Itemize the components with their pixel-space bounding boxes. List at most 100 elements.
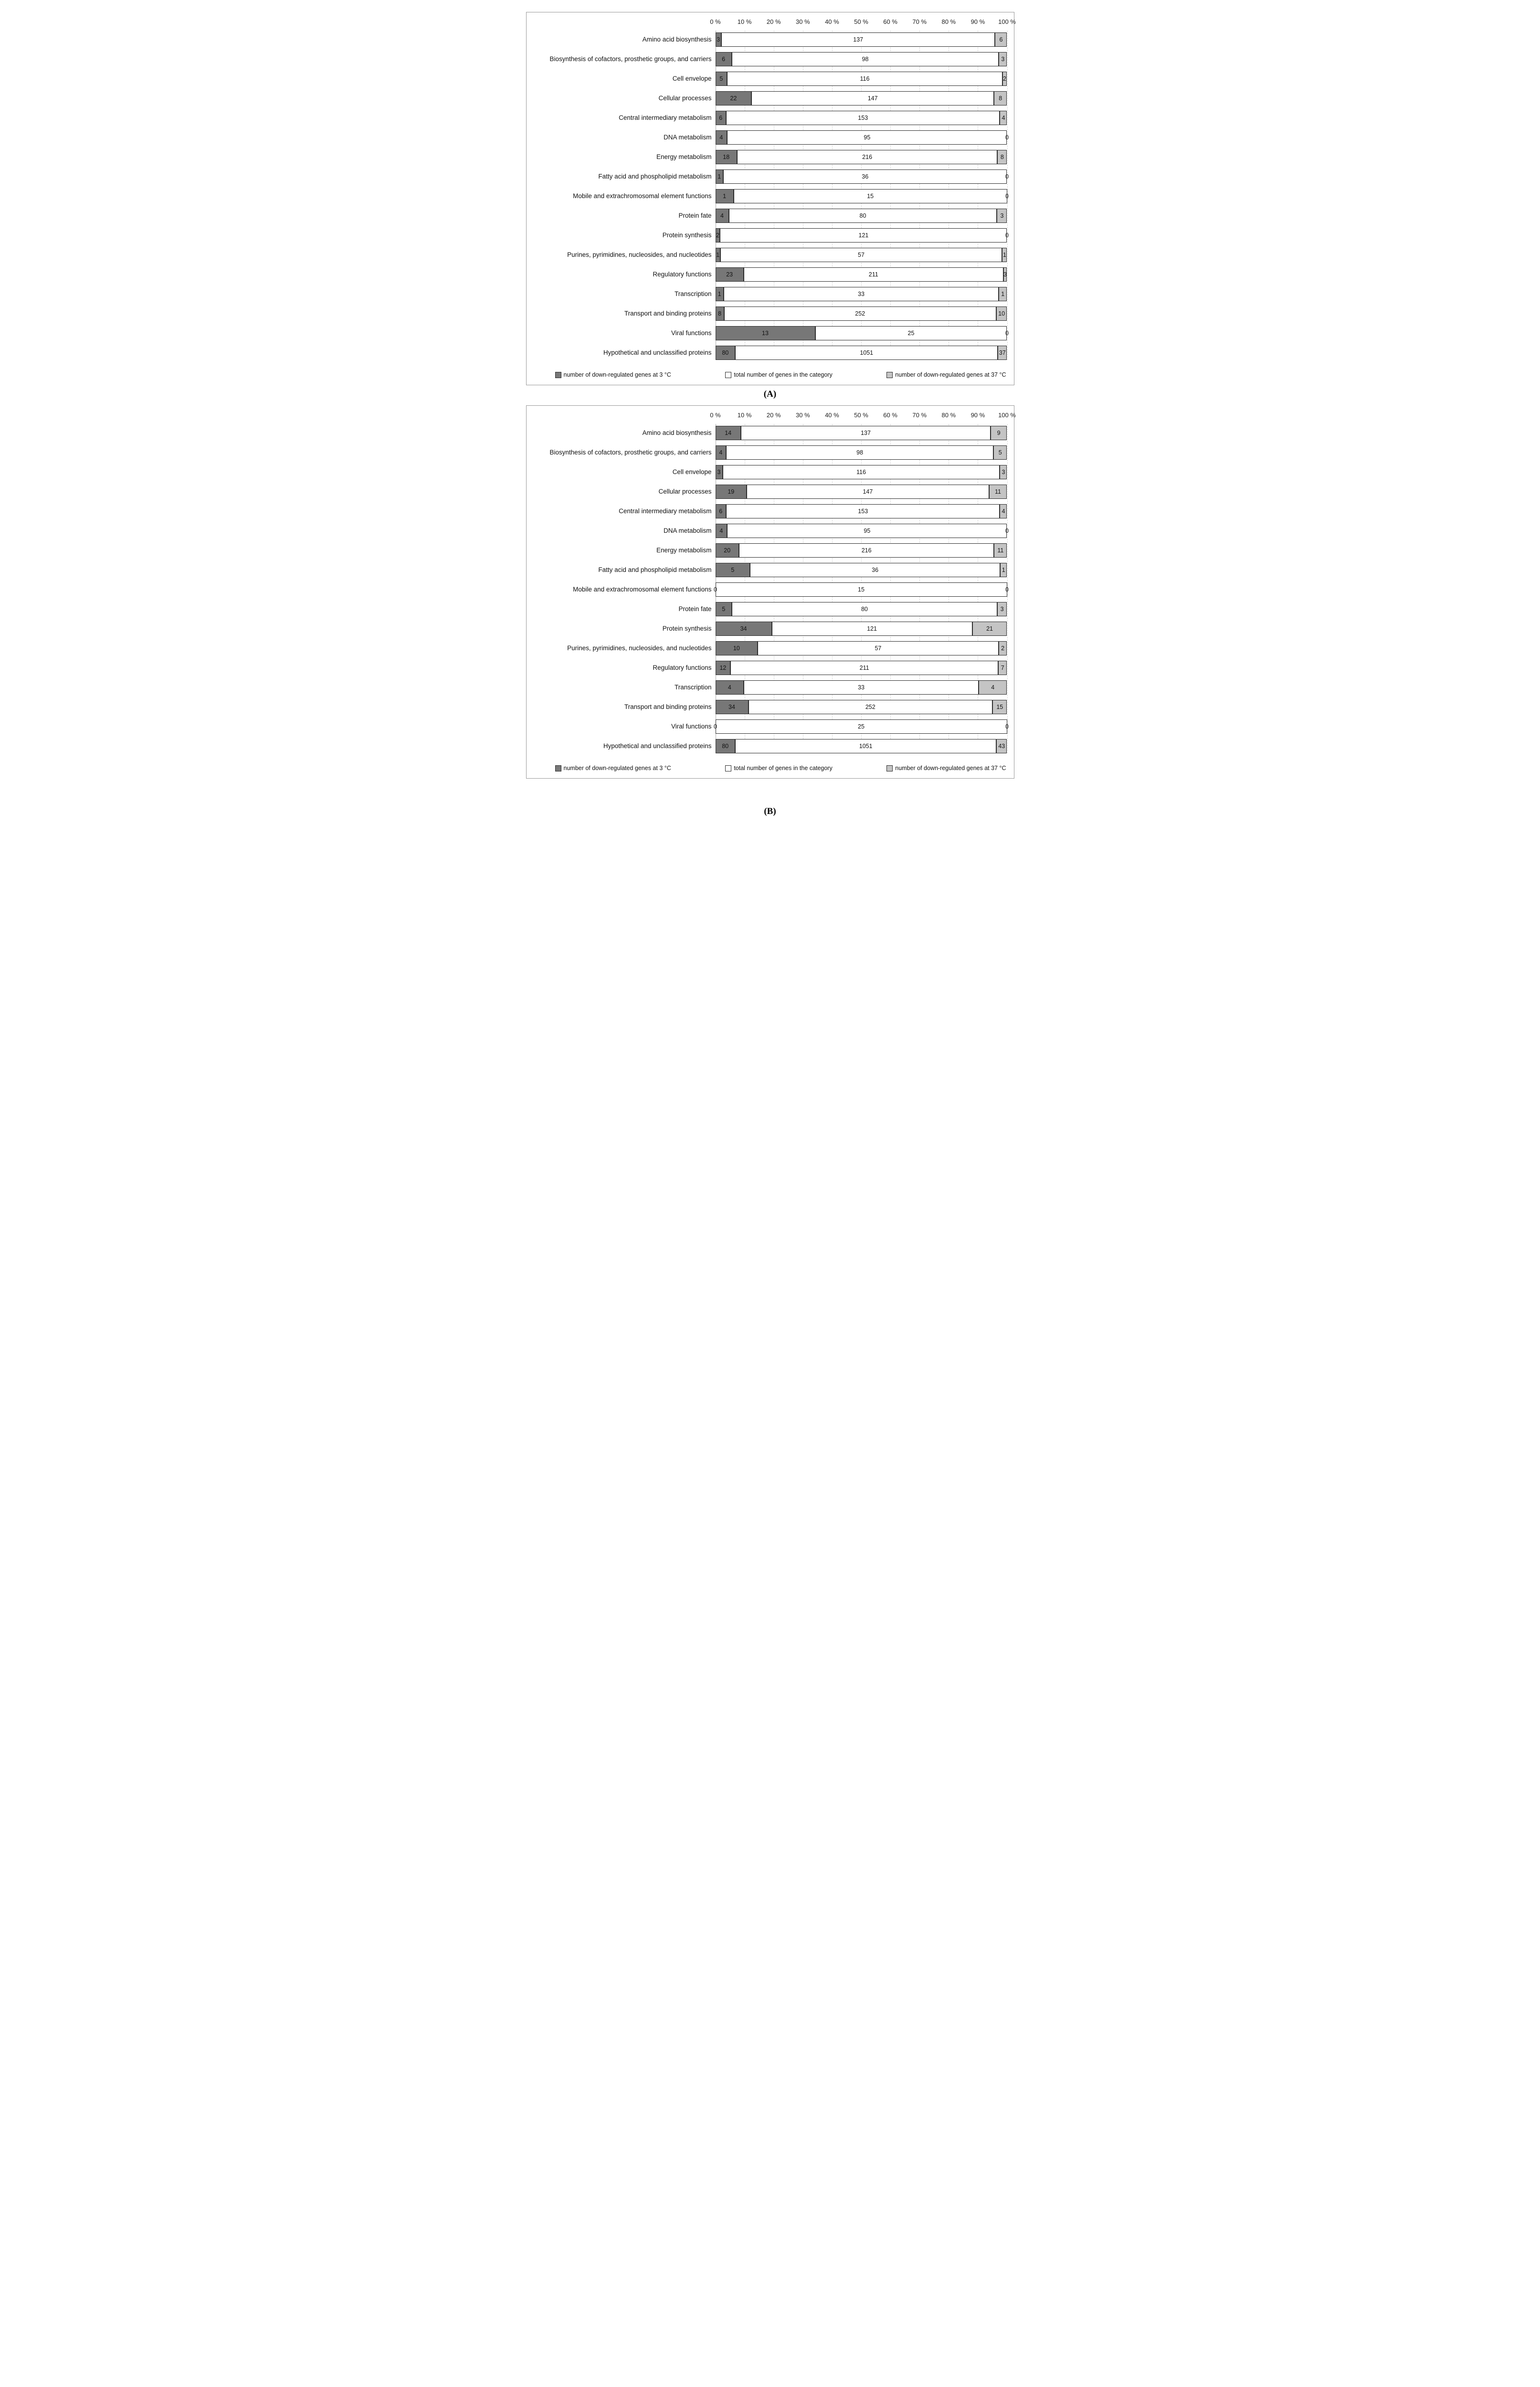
segment-down-3c: 1 xyxy=(715,189,734,203)
legend-label: number of down-regulated genes at 37 °C xyxy=(895,371,1006,378)
bar-track: 20 216 11 xyxy=(715,543,1007,558)
value-label: 19 xyxy=(728,488,735,495)
legend-label: total number of genes in the category xyxy=(734,765,833,771)
value-label: 3 xyxy=(1003,271,1007,278)
value-label: 252 xyxy=(865,704,875,710)
bar-track: 4 95 0 xyxy=(715,524,1009,538)
value-label: 2 xyxy=(1003,75,1006,82)
axis-tick-label: 70 % xyxy=(912,18,927,25)
axis-track: 0 % 10 % 20 % 30 % 40 % 50 % 60 % 70 % 80 % 90 % 1… xyxy=(710,17,1016,29)
segment-total: 95 xyxy=(727,130,1007,145)
category-label: Amino acid biosynthesis xyxy=(642,429,712,436)
value-label: 0 xyxy=(1005,173,1009,180)
segment-total: 252 xyxy=(748,700,993,714)
bar-track: 80 1051 37 xyxy=(715,346,1007,360)
bar-track: 1 36 0 xyxy=(715,169,1009,184)
axis-tick-label: 90 % xyxy=(970,412,985,419)
segment-down-37c: 3 xyxy=(1000,465,1007,479)
value-label: 0 xyxy=(1005,528,1009,534)
axis-tick-label: 10 % xyxy=(737,18,752,25)
segment-down-37c: 11 xyxy=(994,543,1007,558)
value-label: 4 xyxy=(719,449,723,456)
segment-down-37c: 5 xyxy=(993,445,1007,460)
bar-track: 6 153 4 xyxy=(715,111,1007,125)
bar-row: Fatty acid and phospholipid metabolism 1 3… xyxy=(530,169,1009,184)
value-label: 5 xyxy=(722,606,726,613)
value-label: 10 xyxy=(998,310,1005,317)
axis-tick-label: 70 % xyxy=(912,412,927,419)
segment-down-3c: 5 xyxy=(715,563,750,577)
segment-total: 33 xyxy=(723,287,999,301)
value-label: 147 xyxy=(867,95,878,102)
bar-track: 0 25 0 xyxy=(714,719,1009,734)
segment-total: 252 xyxy=(724,306,996,321)
segment-total: 36 xyxy=(723,169,1007,184)
segment-total: 116 xyxy=(727,72,1002,86)
legend-swatch-icon xyxy=(555,765,561,771)
bar-row: Energy metabolism 18 216 8 xyxy=(530,150,1007,164)
value-label: 80 xyxy=(722,349,729,356)
segment-down-37c: 8 xyxy=(997,150,1007,164)
axis-tick-label: 90 % xyxy=(970,18,985,25)
bar-row: Fatty acid and phospholipid metabolism 5 3… xyxy=(530,563,1007,577)
value-label: 6 xyxy=(719,508,723,515)
bar-row: Transcription 1 33 1 xyxy=(530,287,1007,301)
category-label: Fatty acid and phospholipid metabolism xyxy=(598,566,712,573)
bar-track: 34 121 21 xyxy=(715,622,1007,636)
axis-row: 0 % 10 % 20 % 30 % 40 % 50 % 60 % 70 % 80 % 90 % 1… xyxy=(530,17,1016,29)
segment-down-37c: 15 xyxy=(992,700,1007,714)
value-label: 18 xyxy=(723,154,730,160)
segment-down-3c: 1 xyxy=(715,287,724,301)
bar-track: 2 121 0 xyxy=(715,228,1009,243)
axis-tick-label: 100 % xyxy=(998,18,1016,25)
value-label: 34 xyxy=(740,625,747,632)
bar-row: Viral functions 0 25 0 xyxy=(530,719,1009,734)
bar-track: 4 95 0 xyxy=(715,130,1009,145)
segment-total: 57 xyxy=(758,641,999,655)
bar-track: 18 216 8 xyxy=(715,150,1007,164)
segment-total: 121 xyxy=(771,622,972,636)
gridline xyxy=(1007,31,1008,360)
category-label: Viral functions xyxy=(671,722,712,730)
chart-a-panel: 0 % 10 % 20 % 30 % 40 % 50 % 60 % 70 % 80 % 90 % 1… xyxy=(526,12,1016,385)
value-label: 153 xyxy=(858,115,868,121)
segment-total: 153 xyxy=(726,504,1000,518)
value-label: 25 xyxy=(907,330,915,337)
legend: number of down-regulated genes at 3 °C to… xyxy=(530,371,1007,378)
value-label: 0 xyxy=(714,586,717,593)
bar-row: Mobile and extrachromosomal element func… xyxy=(530,189,1009,203)
bar-track: 1 15 0 xyxy=(715,189,1009,203)
segment-down-37c: 9 xyxy=(991,426,1007,440)
segment-down-37c: 8 xyxy=(993,91,1007,106)
bar-row: Energy metabolism 20 216 11 xyxy=(530,543,1007,558)
value-label: 10 xyxy=(733,645,740,652)
axis-spacer xyxy=(530,411,716,422)
category-label: Biosynthesis of cofactors, prosthetic gr… xyxy=(549,55,712,63)
bar-track: 1 57 1 xyxy=(715,248,1007,262)
legend-label: number of down-regulated genes at 37 °C xyxy=(895,765,1006,771)
axis-spacer xyxy=(530,17,716,29)
bar-track: 3 116 3 xyxy=(715,465,1007,479)
axis-tick-label: 0 % xyxy=(710,412,721,419)
segment-total: 116 xyxy=(722,465,1000,479)
bar-track: 23 211 3 xyxy=(715,267,1007,282)
legend-item: number of down-regulated genes at 3 °C xyxy=(555,371,671,378)
segment-down-37c: 2 xyxy=(998,641,1007,655)
chart-b-panel: 0 % 10 % 20 % 30 % 40 % 50 % 60 % 70 % 80 % 90 % 1… xyxy=(526,405,1016,779)
value-label: 95 xyxy=(864,134,871,141)
bar-track: 14 137 9 xyxy=(715,426,1007,440)
value-label: 121 xyxy=(867,625,877,632)
value-label: 14 xyxy=(725,430,732,436)
value-label: 6 xyxy=(719,115,723,121)
category-label: Protein synthesis xyxy=(662,624,712,632)
value-label: 3 xyxy=(1000,606,1004,613)
bar-row: Mobile and extrachromosomal element func… xyxy=(530,582,1009,597)
value-label: 2 xyxy=(1001,645,1005,652)
segment-down-37c: 21 xyxy=(972,622,1007,636)
value-label: 1 xyxy=(1001,291,1005,297)
segment-down-3c: 34 xyxy=(715,622,772,636)
category-label: Transport and binding proteins xyxy=(624,703,712,710)
segment-down-37c: 4 xyxy=(1000,111,1007,125)
value-label: 153 xyxy=(858,508,868,515)
legend-swatch-icon xyxy=(725,371,732,378)
